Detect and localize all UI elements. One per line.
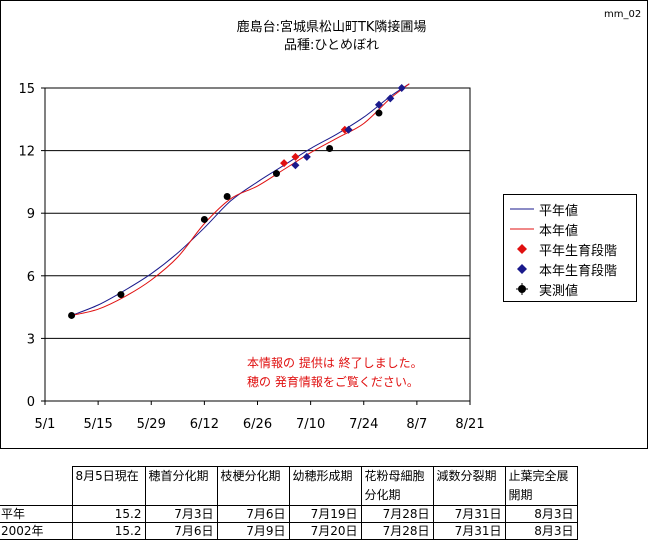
table-cell: 7月19日 bbox=[288, 505, 362, 523]
current-stage-marker bbox=[374, 100, 383, 109]
table-row: 2002年 15.2 7月6日 7月9日 7月20日 7月28日 7月31日 8… bbox=[0, 522, 578, 540]
y-tick-label: 6 bbox=[27, 270, 35, 285]
x-tick-label: 8/21 bbox=[455, 417, 484, 432]
table-header: 枝梗分化期 bbox=[216, 466, 290, 506]
table-corner bbox=[0, 466, 73, 506]
table-cell: 7月3日 bbox=[144, 505, 218, 523]
legend-line-icon bbox=[510, 208, 534, 210]
observed-point bbox=[117, 291, 125, 299]
table-cell: 7月28日 bbox=[360, 522, 434, 540]
y-tick-label: 3 bbox=[27, 332, 35, 347]
y-tick-label: 0 bbox=[27, 395, 35, 410]
observed-point bbox=[375, 109, 383, 117]
table-cell: 7月28日 bbox=[360, 505, 434, 523]
current-stage-marker bbox=[291, 161, 300, 170]
table-cell: 15.2 bbox=[71, 505, 146, 523]
x-tick-label: 7/10 bbox=[296, 417, 325, 432]
table-header-row: 8月5日現在 穂首分化期 枝梗分化期 幼穂形成期 花粉母細胞分化期 減数分裂期 … bbox=[0, 466, 578, 506]
legend-label: 本年値 bbox=[539, 224, 579, 239]
current-year-line bbox=[71, 83, 410, 316]
panicle-info-notice: 穂の 発育情報をご覧ください。 bbox=[247, 375, 419, 389]
legend-line-icon bbox=[510, 228, 534, 230]
legend-label: 平年生育段階 bbox=[539, 244, 618, 259]
growth-stage-table: 8月5日現在 穂首分化期 枝梗分化期 幼穂形成期 花粉母細胞分化期 減数分裂期 … bbox=[0, 466, 578, 540]
chart-svg: 0 3 6 9 12 15 5/1 5/15 5/29 6/12 6/26 7/10 7/24 8/7 8/… bbox=[18, 82, 484, 432]
table-row: 平年 15.2 7月3日 7月6日 7月19日 7月28日 7月31日 8月3日 bbox=[0, 505, 578, 523]
legend-item-current-line: 本年値 bbox=[504, 219, 638, 239]
x-tick-label: 6/12 bbox=[190, 417, 219, 432]
legend-item-current-stage: 本年生育段階 bbox=[504, 259, 638, 279]
table-header: 花粉母細胞分化期 bbox=[360, 466, 434, 506]
service-ended-notice: 本情報の 提供は 終了しました。 bbox=[247, 356, 423, 370]
y-tick-label: 12 bbox=[18, 145, 35, 160]
table-cell: 7月31日 bbox=[432, 522, 506, 540]
current-stage-marker bbox=[397, 84, 406, 92]
x-tick-label: 8/7 bbox=[406, 417, 427, 432]
legend-label: 平年値 bbox=[539, 204, 579, 219]
legend-label: 実測値 bbox=[539, 284, 579, 299]
y-tick-label: 15 bbox=[18, 82, 35, 97]
table-header: 減数分裂期 bbox=[432, 466, 506, 506]
legend-label: 本年生育段階 bbox=[539, 264, 618, 279]
table-header: 8月5日現在 bbox=[71, 466, 146, 506]
normal-stage-marker bbox=[280, 159, 289, 168]
table-cell: 7月6日 bbox=[216, 505, 290, 523]
red-diamond-icon bbox=[517, 244, 527, 254]
table-cell: 7月20日 bbox=[288, 522, 362, 540]
legend-item-normal-line: 平年値 bbox=[504, 199, 638, 219]
current-stage-marker bbox=[344, 125, 353, 134]
x-tick-label: 5/1 bbox=[35, 417, 56, 432]
table-row-label: 平年 bbox=[0, 505, 73, 523]
legend-item-observed: 実測値 bbox=[504, 279, 638, 299]
chart-legend: 平年値 本年値 平年生育段階 本年生育段階 実測値 bbox=[503, 194, 637, 302]
chart-frame bbox=[0, 0, 648, 449]
table-cell: 7月9日 bbox=[216, 522, 290, 540]
table-header: 止葉完全展開期 bbox=[504, 466, 578, 506]
blue-diamond-icon bbox=[517, 264, 527, 274]
table-cell: 15.2 bbox=[71, 522, 146, 540]
table-header: 幼穂形成期 bbox=[288, 466, 362, 506]
x-tick-label: 7/24 bbox=[349, 417, 378, 432]
observed-point bbox=[326, 145, 334, 153]
chart-title-location: 鹿島台:宮城県松山町TK隣接圃場 bbox=[236, 20, 427, 35]
chart-code-label: mm_02 bbox=[604, 9, 642, 20]
normal-year-line bbox=[71, 83, 410, 316]
black-dot-icon bbox=[516, 283, 528, 295]
current-stage-marker bbox=[302, 152, 311, 161]
table-cell: 8月3日 bbox=[504, 522, 578, 540]
chart-title-variety: 品種:ひとめぼれ bbox=[284, 38, 379, 53]
y-tick-label: 9 bbox=[27, 207, 35, 222]
table-header: 穂首分化期 bbox=[144, 466, 218, 506]
x-tick-label: 5/15 bbox=[84, 417, 113, 432]
table-cell: 7月31日 bbox=[432, 505, 506, 523]
table-row-label: 2002年 bbox=[0, 522, 73, 540]
observed-point bbox=[200, 215, 208, 223]
x-tick-label: 5/29 bbox=[137, 417, 166, 432]
normal-stage-marker bbox=[291, 152, 300, 161]
table-cell: 7月6日 bbox=[144, 522, 218, 540]
table-cell: 8月3日 bbox=[504, 505, 578, 523]
observed-point bbox=[68, 311, 76, 319]
observed-point bbox=[272, 170, 280, 178]
x-tick-label: 6/26 bbox=[243, 417, 272, 432]
observed-point bbox=[223, 193, 231, 201]
current-stage-marker bbox=[386, 94, 395, 103]
legend-item-normal-stage: 平年生育段階 bbox=[504, 239, 638, 259]
